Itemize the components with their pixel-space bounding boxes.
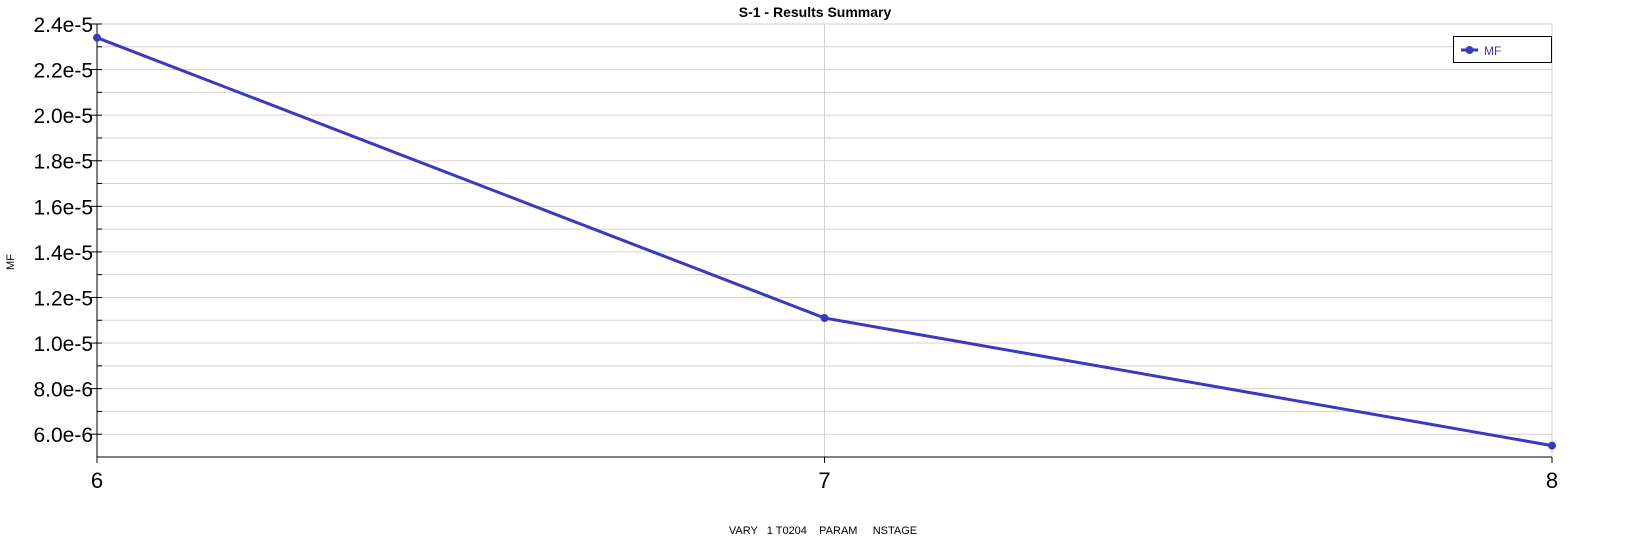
legend: MF bbox=[1453, 36, 1552, 63]
axes bbox=[91, 23, 1553, 463]
legend-label: MF bbox=[1484, 44, 1501, 58]
y-tick-label: 1.8e-5 bbox=[33, 151, 93, 174]
y-tick-label: 2.0e-5 bbox=[33, 105, 93, 128]
y-tick-label: 2.4e-5 bbox=[33, 14, 93, 37]
data-point bbox=[93, 33, 101, 42]
x-axis-label: VARY 1 T0204 PARAM NSTAGE bbox=[729, 525, 917, 537]
y-tick-label: 2.2e-5 bbox=[33, 60, 93, 83]
y-tick-label: 6.0e-6 bbox=[33, 424, 93, 447]
y-axis-label: MF bbox=[5, 254, 17, 270]
y-tick-label: 1.4e-5 bbox=[33, 242, 93, 265]
y-tick-label: 8.0e-6 bbox=[33, 379, 93, 402]
y-tick-label: 1.0e-5 bbox=[33, 333, 93, 356]
grid-lines bbox=[96, 23, 1553, 458]
y-tick-label: 1.2e-5 bbox=[33, 287, 93, 310]
legend-marker bbox=[1465, 46, 1474, 54]
data-point bbox=[820, 313, 829, 322]
series-layer bbox=[93, 33, 1556, 450]
x-tick-label: 6 bbox=[91, 468, 103, 493]
data-point bbox=[1548, 441, 1556, 450]
chart-title: S-1 - Results Summary bbox=[739, 4, 892, 20]
x-tick-label: 7 bbox=[818, 468, 830, 493]
y-tick-label: 1.6e-5 bbox=[33, 196, 93, 219]
x-axis-ticks: 6 7 8 bbox=[91, 468, 1558, 493]
x-tick-label: 8 bbox=[1546, 468, 1558, 493]
y-axis-ticks: 6.0e-6 8.0e-6 1.0e-5 1.2e-5 1.4e-5 1.6e-5 1.8e… bbox=[33, 14, 93, 447]
